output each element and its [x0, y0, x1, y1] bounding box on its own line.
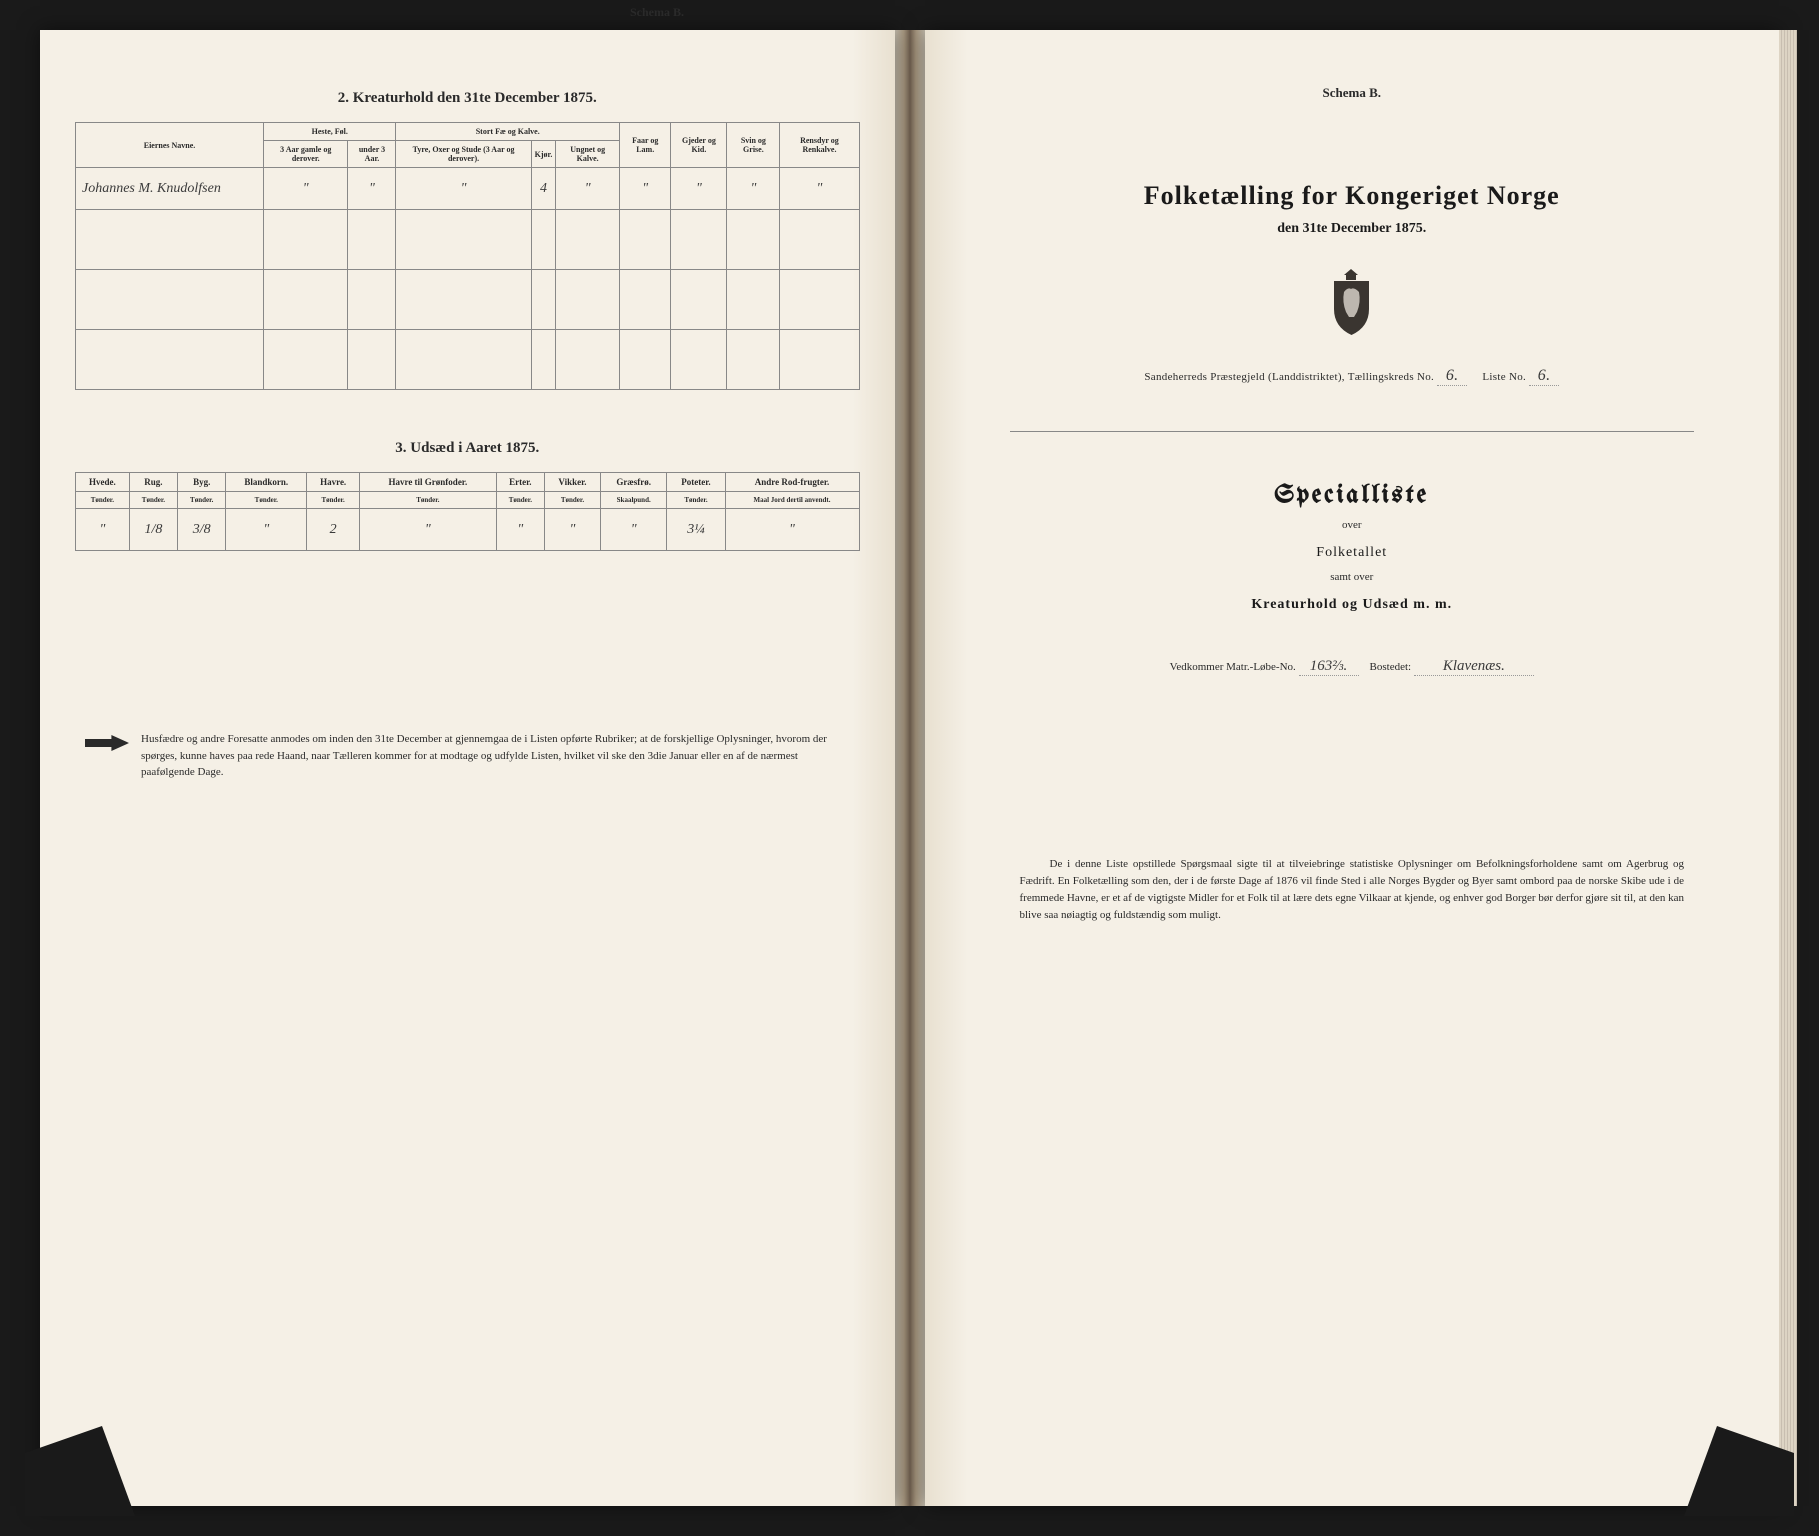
col: Rug. — [129, 473, 177, 492]
col: Hvede. — [76, 473, 130, 492]
table-row — [76, 330, 860, 390]
cell: " — [727, 168, 780, 210]
sowing-table: Hvede. Rug. Byg. Blandkorn. Havre. Havre… — [75, 472, 860, 551]
matr-label: Vedkommer Matr.-Løbe-No. — [1170, 661, 1296, 673]
footer-text: Husfædre og andre Foresatte anmodes om i… — [141, 731, 850, 781]
parish-line: Sandeherreds Præstegjeld (Landdistriktet… — [960, 367, 1745, 386]
owner-name: Johannes M. Knudolfsen — [76, 168, 264, 210]
col-goats: Gjeder og Kid. — [671, 123, 727, 168]
col-sheep: Faar og Lam. — [620, 123, 671, 168]
kreds-number: 6. — [1437, 367, 1467, 386]
col: Vikker. — [544, 473, 600, 492]
unit: Maal Jord dertil anvendt. — [725, 492, 859, 509]
table-row — [76, 210, 860, 270]
liste-number: 6. — [1529, 367, 1559, 386]
bostedet-value: Klavenæs. — [1414, 658, 1534, 676]
table-row — [76, 270, 860, 330]
cell: " — [780, 168, 859, 210]
divider — [1010, 431, 1695, 432]
cell: " — [226, 509, 307, 551]
unit: Tønder. — [226, 492, 307, 509]
cell: " — [396, 168, 531, 210]
matr-line: Vedkommer Matr.-Løbe-No. 163⅔. Bostedet:… — [960, 658, 1745, 676]
col: Havre. — [307, 473, 360, 492]
section-3-title: 3. Udsæd i Aaret 1875. — [75, 440, 860, 457]
col-owner: Eiernes Navne. — [76, 123, 264, 168]
cell: " — [76, 509, 130, 551]
cell: " — [725, 509, 859, 551]
coat-of-arms-icon — [1324, 267, 1379, 337]
col: Andre Rod-frugter. — [725, 473, 859, 492]
left-page: 2. Kreaturhold den 31te December 1875. E… — [40, 30, 895, 1506]
parish-prefix: Sandeherreds Præstegjeld (Landdistriktet… — [1144, 371, 1434, 383]
cell: " — [264, 168, 348, 210]
table-row: " 1/8 3/8 " 2 " " " " 3¼ " — [76, 509, 860, 551]
cell: 1/8 — [129, 509, 177, 551]
livestock-table: Eiernes Navne. Heste, Føl. Stort Fæ og K… — [75, 122, 860, 390]
cell: 3¼ — [667, 509, 725, 551]
unit: Skaalpund. — [600, 492, 667, 509]
over-label: over — [960, 519, 1745, 531]
cell: " — [496, 509, 544, 551]
cell: " — [600, 509, 667, 551]
cell: " — [671, 168, 727, 210]
explanatory-paragraph: De i denne Liste opstillede Spørgsmaal s… — [1020, 856, 1685, 924]
unit: Tønder. — [178, 492, 226, 509]
tab-schema-label: Schema B. — [630, 5, 684, 20]
col-horse-young: under 3 Aar. — [348, 141, 396, 168]
samt-label: samt over — [960, 571, 1745, 583]
page-stack-edges — [1779, 30, 1797, 1506]
col: Byg. — [178, 473, 226, 492]
col-calf: Ungnet og Kalve. — [556, 141, 620, 168]
col-cattle: Stort Fæ og Kalve. — [396, 123, 620, 141]
matr-number: 163⅔. — [1299, 658, 1359, 676]
corner-shadow — [25, 1426, 135, 1516]
cell: " — [620, 168, 671, 210]
unit: Tønder. — [544, 492, 600, 509]
book-gutter: Schema B. — [895, 30, 925, 1506]
col: Poteter. — [667, 473, 725, 492]
specialliste-heading: Specialliste — [960, 482, 1745, 509]
unit-row: Tønder. Tønder. Tønder. Tønder. Tønder. … — [76, 492, 860, 509]
date-line: den 31te December 1875. — [960, 221, 1745, 237]
cell: " — [360, 509, 497, 551]
col-cow: Kjør. — [531, 141, 556, 168]
header-row: Hvede. Rug. Byg. Blandkorn. Havre. Havre… — [76, 473, 860, 492]
main-title: Folketælling for Kongeriget Norge — [960, 181, 1745, 211]
unit: Tønder. — [360, 492, 497, 509]
col: Havre til Grønfoder. — [360, 473, 497, 492]
col-bull: Tyre, Oxer og Stude (3 Aar og derover). — [396, 141, 531, 168]
section-2-title: 2. Kreaturhold den 31te December 1875. — [75, 90, 860, 107]
col: Blandkorn. — [226, 473, 307, 492]
cell: " — [348, 168, 396, 210]
cell: " — [544, 509, 600, 551]
book-spread: 2. Kreaturhold den 31te December 1875. E… — [40, 30, 1779, 1506]
cell: 3/8 — [178, 509, 226, 551]
unit: Tønder. — [667, 492, 725, 509]
cell: " — [556, 168, 620, 210]
unit: Tønder. — [496, 492, 544, 509]
unit: Tønder. — [76, 492, 130, 509]
cell: 2 — [307, 509, 360, 551]
footer-note: Husfædre og andre Foresatte anmodes om i… — [75, 731, 860, 781]
right-page: Schema B. Folketælling for Kongeriget No… — [925, 30, 1780, 1506]
schema-label: Schema B. — [960, 85, 1745, 101]
unit: Tønder. — [129, 492, 177, 509]
kreaturhold-label: Kreaturhold og Udsæd m. m. — [960, 597, 1745, 613]
col: Græsfrø. — [600, 473, 667, 492]
bostedet-label: Bostedet: — [1370, 661, 1412, 673]
col-horses: Heste, Føl. — [264, 123, 396, 141]
corner-shadow — [1684, 1426, 1794, 1516]
folketallet-label: Folketallet — [960, 545, 1745, 561]
cell: 4 — [531, 168, 556, 210]
col-pigs: Svin og Grise. — [727, 123, 780, 168]
unit: Tønder. — [307, 492, 360, 509]
col-horse-old: 3 Aar gamle og derover. — [264, 141, 348, 168]
col: Erter. — [496, 473, 544, 492]
col-reindeer: Rensdyr og Renkalve. — [780, 123, 859, 168]
liste-label: Liste No. — [1482, 371, 1526, 383]
table-row: Johannes M. Knudolfsen " " " 4 " " " " " — [76, 168, 860, 210]
pointing-hand-icon — [85, 733, 129, 753]
